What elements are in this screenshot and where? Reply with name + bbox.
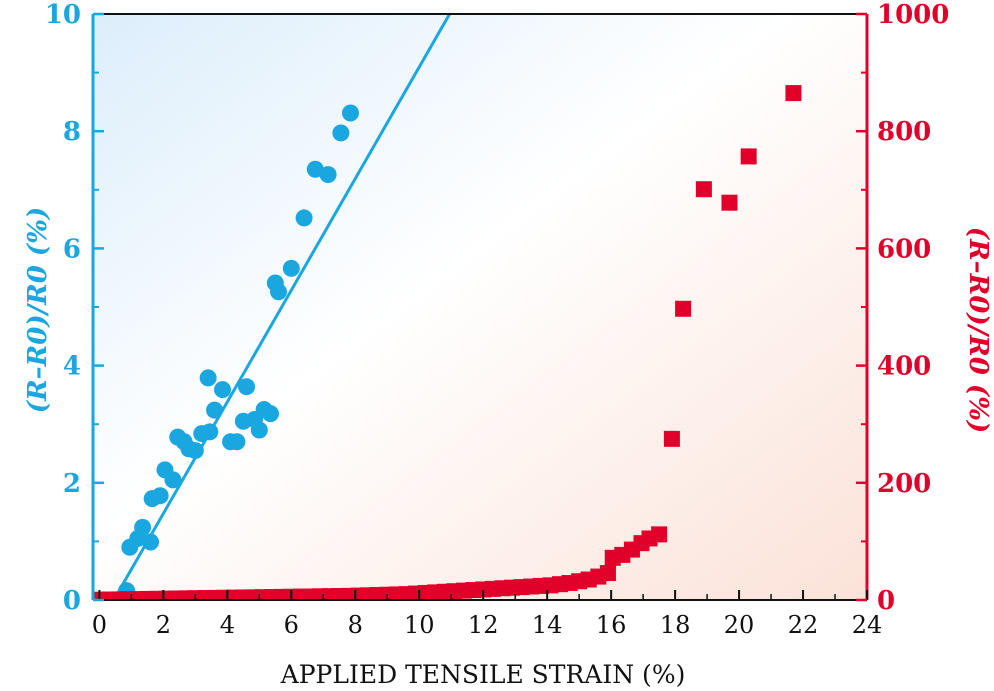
point-right-18 xyxy=(254,589,271,600)
y-right-tick-label-1: 200 xyxy=(877,469,931,499)
point-left-17 xyxy=(214,381,232,399)
point-right-12 xyxy=(196,590,213,600)
x-axis-title: APPLIED TENSILE STRAIN (%) xyxy=(280,660,686,689)
point-left-8 xyxy=(164,471,182,489)
point-left-31 xyxy=(319,166,337,184)
point-right-5 xyxy=(129,591,146,600)
point-left-21 xyxy=(238,378,256,396)
y-left-tick-label-5: 10 xyxy=(45,0,81,30)
x-tick-label-12: 24 xyxy=(852,611,883,639)
x-tick-label-1: 2 xyxy=(156,611,171,639)
x-tick-label-2: 4 xyxy=(220,611,235,639)
point-left-33 xyxy=(341,104,359,122)
point-right-63 xyxy=(695,181,712,198)
y-left-tick-label-3: 6 xyxy=(63,234,81,264)
point-left-15 xyxy=(199,369,217,387)
point-right-2 xyxy=(100,591,117,600)
y-right-axis-title: (R–R0)/R0 (%) xyxy=(963,227,993,433)
point-right-61 xyxy=(663,430,680,447)
y-right-tick-label-2: 400 xyxy=(877,352,931,382)
point-right-9 xyxy=(168,590,185,600)
y-right-tick-label-3: 600 xyxy=(877,234,931,264)
y-left-tick-label-2: 4 xyxy=(63,352,81,382)
fit-line xyxy=(112,14,451,600)
point-left-30 xyxy=(306,160,324,178)
point-right-4 xyxy=(120,591,137,600)
point-right-14 xyxy=(216,589,233,600)
point-left-27 xyxy=(270,283,288,301)
point-right-8 xyxy=(158,590,175,600)
point-left-19 xyxy=(228,433,246,451)
point-left-4 xyxy=(142,533,160,551)
y-left-axis-title: (R–R0)/R0 (%) xyxy=(23,207,53,413)
x-tick-label-10: 20 xyxy=(724,611,755,639)
x-tick-label-0: 0 xyxy=(92,611,107,639)
y-right-tick-label-5: 1000 xyxy=(877,0,949,30)
point-right-7 xyxy=(148,590,165,600)
y-left-tick-label-4: 8 xyxy=(63,117,81,147)
point-right-13 xyxy=(206,589,223,600)
point-right-17 xyxy=(244,589,261,600)
point-left-14 xyxy=(201,423,219,441)
plot-background xyxy=(93,14,867,600)
axes-layer: 0 2 4 6 8 10 12 14 16 18 20 22 240246810020040060080… xyxy=(45,0,950,639)
y-left-tick-label-1: 2 xyxy=(63,469,81,499)
point-left-25 xyxy=(262,405,280,423)
point-left-32 xyxy=(332,124,350,142)
point-left-3 xyxy=(134,518,152,536)
x-tick-label-4: 8 xyxy=(348,611,363,639)
y-left-title-group: (R–R0)/R0 (%) xyxy=(23,207,53,413)
point-left-23 xyxy=(250,421,268,439)
point-left-12 xyxy=(186,442,204,460)
point-right-10 xyxy=(177,590,194,600)
point-right-16 xyxy=(235,589,252,600)
point-right-26 xyxy=(331,588,348,600)
point-left-29 xyxy=(295,209,313,227)
x-tick-label-6: 12 xyxy=(468,611,499,639)
series-layer xyxy=(93,14,802,600)
point-right-60 xyxy=(651,526,668,543)
point-right-64 xyxy=(721,194,738,211)
point-left-6 xyxy=(151,487,169,505)
x-tick-label-11: 22 xyxy=(788,611,819,639)
point-right-3 xyxy=(110,591,127,600)
x-tick-label-3: 6 xyxy=(284,611,299,639)
point-left-16 xyxy=(206,401,224,419)
y-right-title-group: (R–R0)/R0 (%) xyxy=(963,227,993,433)
point-right-25 xyxy=(321,588,338,600)
point-right-65 xyxy=(740,148,757,165)
point-right-24 xyxy=(312,588,329,600)
x-tick-label-5: 10 xyxy=(404,611,435,639)
y-right-tick-label-4: 800 xyxy=(877,117,931,147)
point-right-19 xyxy=(264,589,281,600)
point-right-15 xyxy=(225,589,242,600)
point-right-6 xyxy=(139,590,156,600)
point-right-22 xyxy=(292,588,309,600)
point-right-54 xyxy=(599,565,616,582)
x-tick-label-9: 18 xyxy=(660,611,691,639)
point-right-66 xyxy=(785,85,802,102)
y-right-tick-label-0: 0 xyxy=(877,586,895,616)
x-tick-label-7: 14 xyxy=(532,611,563,639)
point-right-62 xyxy=(675,300,692,317)
point-right-23 xyxy=(302,588,319,600)
point-right-20 xyxy=(273,588,290,600)
x-tick-label-8: 16 xyxy=(596,611,627,639)
point-left-28 xyxy=(282,259,300,277)
y-left-tick-label-0: 0 xyxy=(63,586,81,616)
